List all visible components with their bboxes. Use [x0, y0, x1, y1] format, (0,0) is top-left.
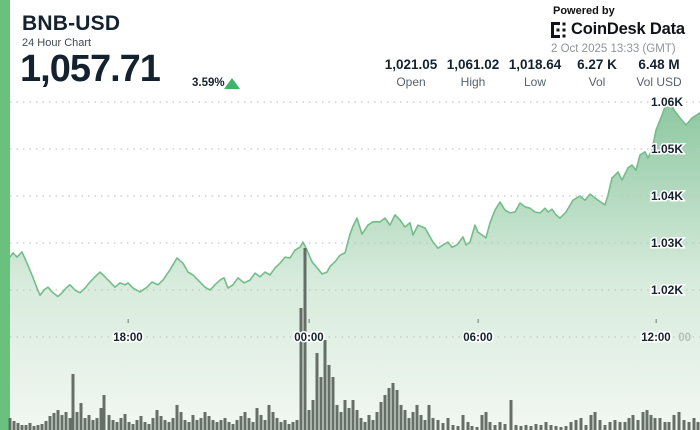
stat-vol-value: 6.27 K	[577, 57, 617, 72]
powered-by-label: Powered by	[553, 5, 615, 17]
axis-labels: 1.06K 1.05K 1.04K 1.03K 1.02K 00 18:00 00:00 06:…	[112, 94, 691, 346]
stat-vol-usd-value: 6.48 M	[638, 57, 680, 72]
svg-text:06:00: 06:00	[463, 332, 492, 344]
stat-low-label: Low	[523, 75, 546, 89]
price-change-percent: 3.59%	[192, 77, 225, 89]
stat-high-value: 1,061.02	[446, 57, 500, 72]
branding-block: Powered by CoinDesk Data 2 Oct 2025 13:3…	[551, 4, 693, 55]
svg-text:1.05K: 1.05K	[651, 142, 683, 156]
stat-open-label: Open	[396, 75, 426, 89]
svg-text:00:00: 00:00	[294, 332, 323, 344]
stats-row: 1,021.05 Open 1,061.02 High 1,018.64 Low…	[380, 57, 690, 89]
svg-text:1.06K: 1.06K	[651, 95, 683, 109]
svg-text:1.03K: 1.03K	[651, 236, 683, 250]
svg-text:18:00: 18:00	[113, 332, 142, 344]
price-up-triangle-icon	[224, 78, 240, 89]
coindesk-logo-text: CoinDesk Data	[571, 20, 685, 38]
timestamp: 2 Oct 2025 13:33 (GMT)	[551, 43, 676, 55]
stat-open-value: 1,021.05	[384, 57, 438, 72]
coindesk-logo[interactable]: CoinDesk Data	[551, 20, 693, 39]
price-line	[9, 97, 700, 298]
accent-stripe	[0, 0, 10, 430]
stat-vol-usd-label: Vol USD	[636, 75, 682, 89]
price-area-fill	[10, 97, 700, 430]
stat-high: 1,061.02 High	[442, 57, 504, 89]
volume-bars	[8, 248, 700, 430]
stat-high-label: High	[460, 75, 486, 89]
stat-low-value: 1,018.64	[508, 57, 562, 72]
symbol-title: BNB-USD	[22, 12, 121, 35]
coindesk-logo-icon	[551, 21, 566, 38]
stat-vol-usd: 6.48 M Vol USD	[628, 57, 690, 89]
gridlines	[10, 101, 700, 338]
svg-text:12:00: 12:00	[641, 332, 670, 344]
stat-low: 1,018.64 Low	[504, 57, 566, 89]
svg-text:1.04K: 1.04K	[651, 189, 683, 203]
stat-open: 1,021.05 Open	[380, 57, 442, 89]
svg-text:00: 00	[678, 332, 691, 344]
current-price: 1,057.71	[20, 48, 161, 90]
stat-vol-label: Vol	[588, 75, 606, 89]
stat-vol: 6.27 K Vol	[566, 57, 628, 89]
svg-text:1.02K: 1.02K	[651, 283, 683, 297]
chart-subtitle: 24 Hour Chart	[22, 37, 92, 49]
